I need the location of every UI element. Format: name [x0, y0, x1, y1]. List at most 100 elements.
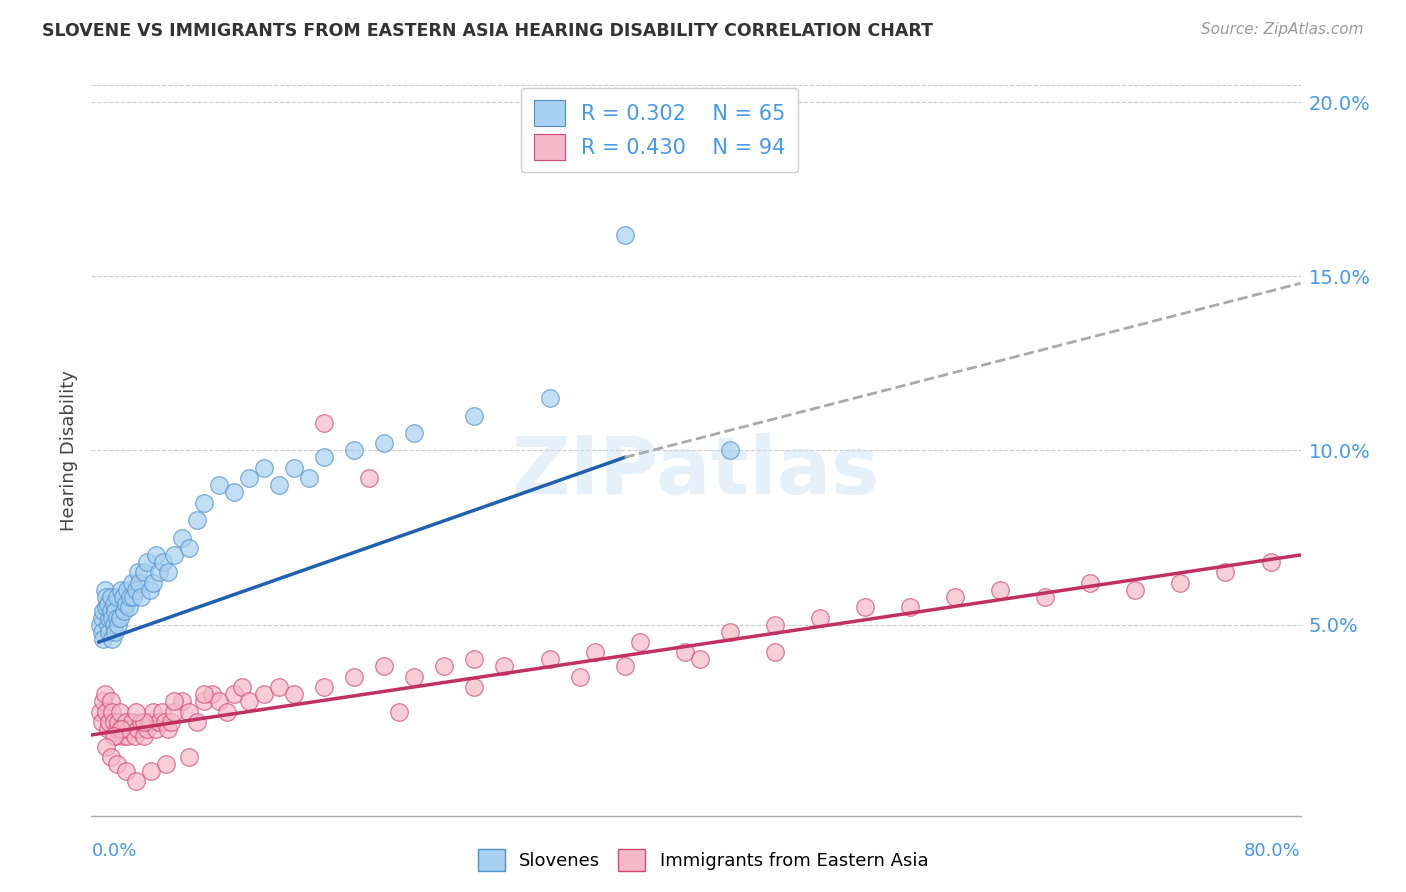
Point	[613, 659, 636, 673]
Point	[132, 729, 155, 743]
Point	[148, 715, 170, 730]
Point	[163, 694, 186, 708]
Point	[103, 715, 125, 730]
Point	[177, 750, 200, 764]
Point	[283, 687, 305, 701]
Point	[898, 600, 921, 615]
Point	[96, 590, 118, 604]
Text: 80.0%: 80.0%	[1244, 842, 1301, 861]
Point	[1123, 582, 1146, 597]
Point	[186, 513, 208, 527]
Point	[121, 575, 143, 590]
Point	[222, 485, 245, 500]
Point	[114, 604, 136, 618]
Point	[156, 722, 179, 736]
Point	[98, 715, 121, 730]
Point	[155, 756, 177, 771]
Point	[114, 722, 136, 736]
Point	[943, 590, 966, 604]
Point	[463, 652, 485, 666]
Point	[89, 617, 111, 632]
Point	[120, 590, 142, 604]
Point	[314, 450, 336, 465]
Point	[105, 610, 128, 624]
Point	[148, 566, 170, 580]
Point	[673, 645, 696, 659]
Point	[132, 566, 155, 580]
Point	[628, 635, 651, 649]
Point	[107, 715, 129, 730]
Point	[107, 617, 129, 632]
Point	[177, 541, 200, 555]
Point	[193, 496, 215, 510]
Point	[103, 617, 125, 632]
Point	[118, 600, 141, 615]
Point	[269, 478, 291, 492]
Text: Source: ZipAtlas.com: Source: ZipAtlas.com	[1201, 22, 1364, 37]
Point	[988, 582, 1011, 597]
Point	[104, 604, 127, 618]
Point	[808, 610, 831, 624]
Point	[96, 739, 118, 754]
Point	[163, 548, 186, 562]
Point	[193, 687, 215, 701]
Point	[100, 604, 122, 618]
Point	[538, 391, 561, 405]
Point	[145, 722, 167, 736]
Point	[231, 681, 253, 695]
Point	[110, 722, 132, 736]
Point	[90, 624, 112, 639]
Point	[98, 624, 121, 639]
Legend: R = 0.302    N = 65, R = 0.430    N = 94: R = 0.302 N = 65, R = 0.430 N = 94	[522, 87, 799, 172]
Point	[463, 681, 485, 695]
Point	[101, 705, 124, 719]
Point	[763, 617, 786, 632]
Point	[269, 681, 291, 695]
Point	[93, 632, 115, 646]
Point	[129, 590, 152, 604]
Point	[94, 687, 117, 701]
Point	[125, 705, 148, 719]
Point	[93, 604, 115, 618]
Point	[117, 582, 139, 597]
Point	[101, 632, 124, 646]
Point	[129, 715, 152, 730]
Point	[343, 443, 366, 458]
Point	[115, 597, 138, 611]
Point	[125, 774, 148, 789]
Point	[152, 555, 174, 569]
Point	[253, 461, 276, 475]
Point	[568, 670, 591, 684]
Point	[404, 425, 426, 440]
Point	[163, 705, 186, 719]
Point	[853, 600, 876, 615]
Point	[121, 715, 143, 730]
Point	[128, 575, 150, 590]
Point	[115, 764, 138, 778]
Point	[103, 597, 125, 611]
Point	[718, 443, 741, 458]
Point	[97, 722, 120, 736]
Point	[298, 471, 321, 485]
Point	[105, 756, 128, 771]
Point	[122, 590, 145, 604]
Point	[110, 722, 132, 736]
Point	[93, 694, 115, 708]
Point	[100, 750, 122, 764]
Point	[141, 764, 163, 778]
Point	[111, 729, 134, 743]
Point	[538, 652, 561, 666]
Point	[125, 582, 148, 597]
Point	[156, 566, 179, 580]
Point	[142, 705, 165, 719]
Point	[139, 715, 162, 730]
Point	[127, 722, 149, 736]
Point	[127, 566, 149, 580]
Point	[145, 548, 167, 562]
Legend: Slovenes, Immigrants from Eastern Asia: Slovenes, Immigrants from Eastern Asia	[471, 842, 935, 879]
Text: ZIPatlas: ZIPatlas	[512, 434, 880, 511]
Point	[463, 409, 485, 423]
Point	[314, 681, 336, 695]
Point	[139, 582, 162, 597]
Point	[94, 582, 117, 597]
